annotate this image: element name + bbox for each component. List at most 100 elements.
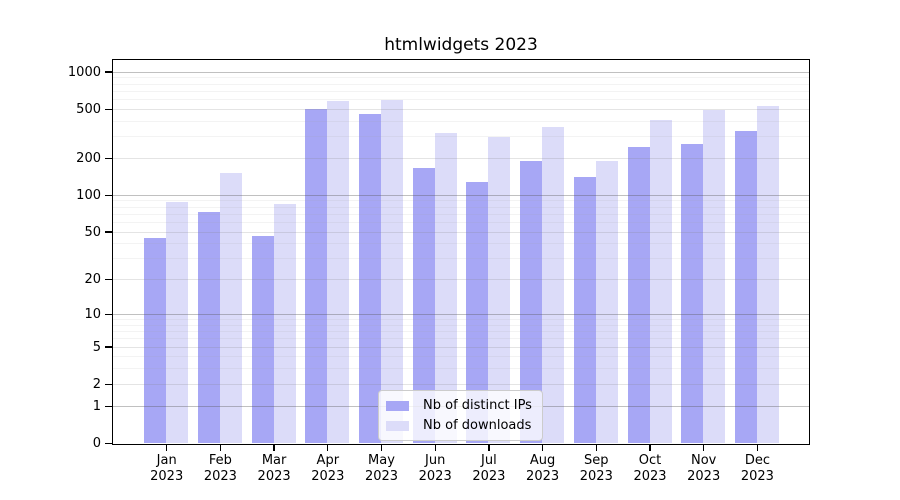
bar-distinct-ips-aug [520,160,543,443]
bar-distinct-ips-jun [412,168,435,443]
y-tick-label-1: 1 [92,398,101,414]
legend-item-downloads: Nb of downloads [386,416,532,435]
x-tick-jun [434,445,436,451]
gridline-700 [113,90,809,92]
x-tick-month: Sep [584,452,609,468]
bar-distinct-ips-sep [573,177,596,443]
x-tick-label-mar: Mar 2023 [246,453,302,485]
legend: Nb of distinct IPs Nb of downloads [378,390,543,441]
bar-downloads-jul [488,137,511,443]
x-tick-label-aug: Aug 2023 [515,453,571,485]
x-tick-month: Jan [156,452,177,468]
y-tick-500 [105,108,112,110]
x-tick-apr [327,445,329,451]
x-tick-dec [756,445,759,451]
legend-label-distinct-ips: Nb of distinct IPs [423,398,532,413]
x-tick-month: Mar [261,452,287,468]
bar-downloads-nov [703,109,726,443]
x-tick-year: 2023 [257,468,291,484]
x-tick-label-jun: Jun 2023 [407,453,463,485]
x-tick-month: Feb [208,452,232,468]
x-tick-month: May [368,452,395,468]
x-tick-label-jan: Jan 2023 [139,453,195,485]
x-tick-year: 2023 [740,468,774,484]
plot-area: Nb of distinct IPs Nb of downloads [112,59,810,445]
x-tick-month: Dec [744,452,770,468]
bar-downloads-dec [756,106,779,443]
x-tick-month: Oct [638,452,662,468]
x-tick-month: Jul [481,452,497,468]
y-tick-label-20: 20 [84,272,101,288]
y-tick-label-5: 5 [92,339,101,355]
y-tick-label-50: 50 [84,224,101,240]
legend-label-downloads: Nb of downloads [423,418,532,433]
bar-distinct-ips-jan [144,238,167,443]
x-tick-jul [488,445,490,451]
x-tick-jan [166,445,168,451]
y-tick-2 [105,383,112,386]
bar-downloads-sep [595,161,618,443]
y-tick-label-10: 10 [84,307,101,323]
x-tick-label-jul: Jul 2023 [461,453,517,485]
x-tick-may [380,445,383,451]
y-tick-100 [105,194,112,197]
y-tick-label-500: 500 [76,101,101,117]
bar-downloads-jan [166,201,189,443]
bar-downloads-apr [327,100,350,443]
x-tick-sep [595,445,597,451]
x-tick-label-may: May 2023 [354,453,410,485]
x-tick-year: 2023 [203,468,237,484]
x-tick-label-oct: Oct 2023 [622,453,678,485]
y-tick-5 [105,346,112,348]
bar-downloads-jun [434,132,457,443]
x-tick-year: 2023 [687,468,721,484]
y-tick-0 [105,442,112,445]
y-tick-20 [105,279,112,281]
x-tick-month: Apr [316,452,340,468]
y-tick-200 [105,157,112,160]
x-tick-year: 2023 [311,468,345,484]
x-tick-oct [649,445,651,451]
x-tick-label-sep: Sep 2023 [568,453,624,485]
bar-distinct-ips-mar [251,235,274,443]
y-tick-1 [105,405,112,407]
x-tick-year: 2023 [579,468,613,484]
bar-distinct-ips-dec [734,131,757,443]
chart-title: htmlwidgets 2023 [384,35,538,55]
y-tick-1000 [105,71,112,73]
x-tick-nov [703,445,705,451]
x-tick-year: 2023 [472,468,506,484]
bar-distinct-ips-apr [305,109,328,443]
bar-distinct-ips-oct [627,147,650,443]
y-tick-label-100: 100 [76,187,101,203]
gridline-800 [113,83,809,85]
bar-downloads-aug [542,126,565,443]
x-tick-month: Jun [425,452,446,468]
gridline-1000 [113,71,809,73]
bar-downloads-may [381,100,403,443]
y-tick-50 [105,231,112,233]
x-tick-aug [541,445,544,451]
legend-swatch-downloads [386,420,409,431]
bar-distinct-ips-nov [681,144,704,443]
bar-distinct-ips-jul [466,181,489,443]
bar-downloads-mar [273,203,296,443]
legend-item-distinct-ips: Nb of distinct IPs [386,396,532,415]
x-tick-feb [219,445,222,451]
x-tick-year: 2023 [150,468,184,484]
bar-downloads-oct [649,119,672,443]
x-tick-label-apr: Apr 2023 [300,453,356,485]
x-tick-year: 2023 [633,468,667,484]
x-tick-year: 2023 [418,468,452,484]
x-tick-label-nov: Nov 2023 [676,453,732,485]
gridline-900 [113,77,809,79]
y-tick-label-1000: 1000 [67,64,101,80]
bar-distinct-ips-feb [197,212,220,443]
bar-distinct-ips-may [359,113,381,443]
x-tick-month: Nov [691,452,717,468]
y-tick-label-2: 2 [92,376,101,392]
x-tick-year: 2023 [526,468,560,484]
x-tick-label-feb: Feb 2023 [192,453,248,485]
x-tick-mar [273,445,275,451]
